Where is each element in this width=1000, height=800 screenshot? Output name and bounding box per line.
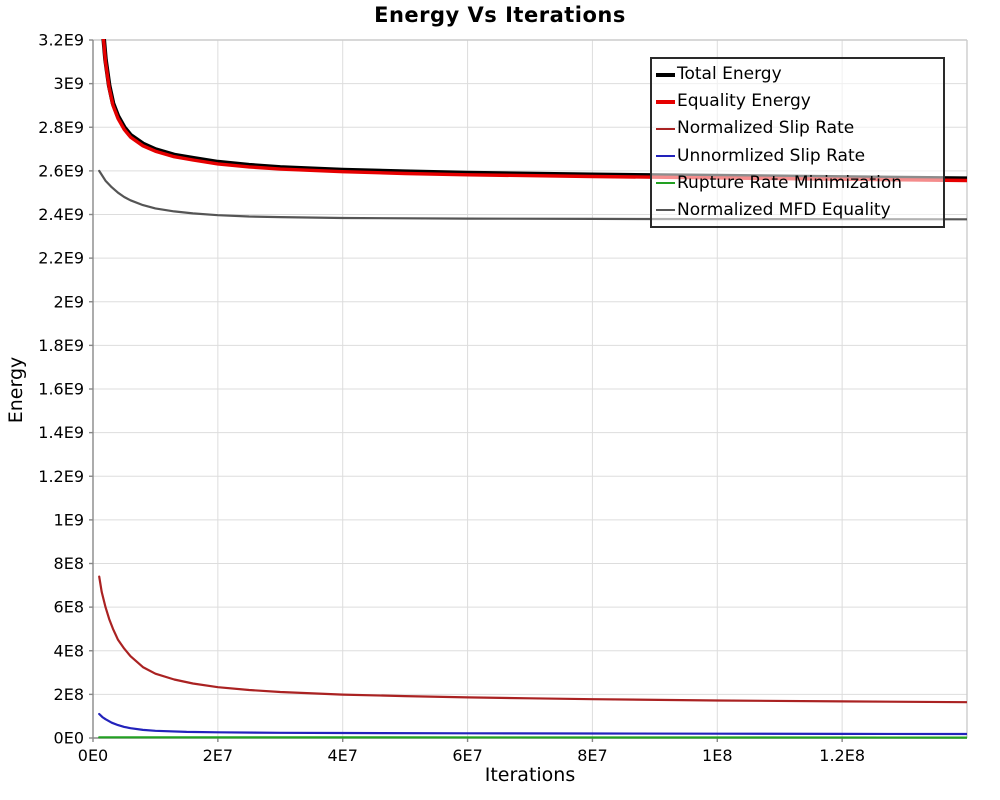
series-line-equality-energy xyxy=(101,39,967,183)
series-line-normalized-slip-rate xyxy=(98,575,967,704)
legend-item: Normalized Slip Rate xyxy=(656,120,939,137)
legend-item: Equality Energy xyxy=(656,93,939,110)
legend-line-sample xyxy=(656,155,675,158)
legend-item: Unnormlized Slip Rate xyxy=(656,145,939,166)
y-tick-label: 1E9 xyxy=(54,510,84,529)
y-tick-label: 8E8 xyxy=(54,554,84,573)
y-tick-label: 3E9 xyxy=(54,74,84,93)
y-tick-label: 1.4E9 xyxy=(38,423,84,442)
series-line-normalized-mfd-equality xyxy=(98,169,967,221)
x-axis-title: Iterations xyxy=(484,764,576,786)
y-tick-label: 3.2E9 xyxy=(38,31,84,50)
y-tick-label: 2.8E9 xyxy=(38,118,84,137)
y-tick-label: 2.6E9 xyxy=(38,161,84,180)
x-tick-label: 1.2E8 xyxy=(819,746,865,765)
axes: 0E0 2E8 4E8 6E8 8E8 1E9 1.2E9 1.4E9 1.6E9 1.8E9 2E… xyxy=(38,31,967,765)
legend-item-label: Total Energy xyxy=(677,64,782,85)
x-tick-label: 2E7 xyxy=(203,746,233,765)
legend-item: Normalized MFD Equality xyxy=(656,199,939,220)
legend-item-label: Unnormlized Slip Rate xyxy=(677,145,866,166)
x-tick-label: 0E0 xyxy=(78,746,108,765)
legend: Total Energy Equality Energy Normalized Sl… xyxy=(650,57,945,228)
y-tick-label: 1.2E9 xyxy=(38,467,84,486)
legend-line-sample xyxy=(656,99,675,104)
y-tick-label: 1.8E9 xyxy=(38,336,84,355)
y-tick-label: 1.6E9 xyxy=(38,380,84,399)
legend-item-label: Rupture Rate Minimization xyxy=(677,172,902,193)
legend-item-label: Equality Energy xyxy=(677,91,811,112)
y-tick-label: 2.2E9 xyxy=(38,249,84,268)
legend-item: Rupture Rate Minimization xyxy=(656,172,939,193)
legend-line-sample xyxy=(656,209,675,212)
plot-frame xyxy=(93,39,968,738)
legend-line-sample xyxy=(656,72,675,77)
y-tick-label: 2E9 xyxy=(54,292,84,311)
x-tick-label: 4E7 xyxy=(327,746,357,765)
x-tick-label: 6E7 xyxy=(452,746,482,765)
y-tick-label: 0E0 xyxy=(54,729,84,748)
legend-item: Total Energy xyxy=(656,66,939,83)
y-tick-label: 2E8 xyxy=(54,685,84,704)
y-tick-label: 2.4E9 xyxy=(38,205,84,224)
legend-item-label: Normalized Slip Rate xyxy=(677,118,855,139)
x-tick-label: 1E8 xyxy=(702,746,732,765)
y-axis-title: Energy xyxy=(5,356,27,424)
legend-line-sample xyxy=(656,127,675,130)
y-tick-label: 4E8 xyxy=(54,641,84,660)
series-group xyxy=(98,39,967,739)
y-tick-label: 6E8 xyxy=(54,598,84,617)
x-tick-label: 8E7 xyxy=(577,746,607,765)
series-line-unnormlized-slip-rate xyxy=(98,712,967,736)
chart-title: Energy Vs Iterations xyxy=(374,3,626,27)
legend-line-sample xyxy=(656,182,675,185)
legend-item-label: Normalized MFD Equality xyxy=(677,199,891,220)
